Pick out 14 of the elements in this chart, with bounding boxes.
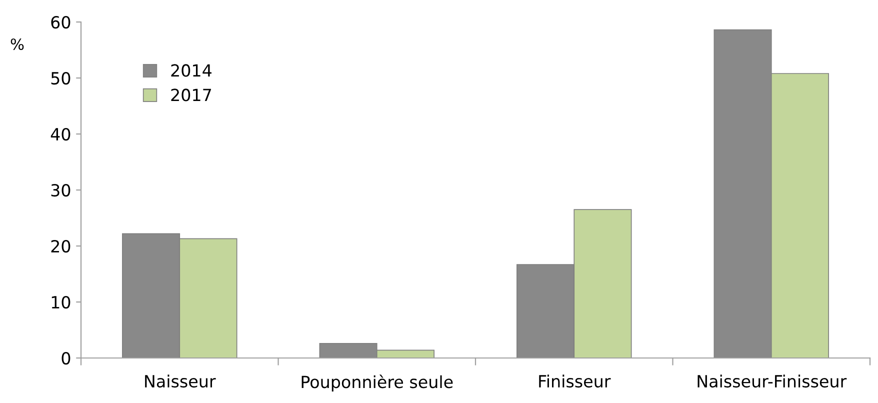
x-tick-label: Naisseur-Finisseur [698, 374, 847, 388]
y-axis-title: % [10, 38, 24, 50]
y-tick-label: 30 [51, 184, 70, 197]
y-tick-label: 40 [50, 128, 70, 141]
y-tick-label: 0 [62, 352, 70, 365]
x-tick-label: Finisseur [539, 374, 611, 388]
legend-label: 2014 [171, 64, 212, 77]
y-tick-label: 60 [51, 16, 70, 29]
x-tick-label: Pouponnière seule [302, 374, 453, 392]
y-tick-label: 10 [52, 296, 70, 309]
x-tick-label: Naisseur [145, 374, 216, 388]
y-tick-label: 50 [51, 72, 70, 85]
y-tick-label: 20 [51, 240, 70, 253]
legend-label: 2017 [171, 88, 211, 102]
